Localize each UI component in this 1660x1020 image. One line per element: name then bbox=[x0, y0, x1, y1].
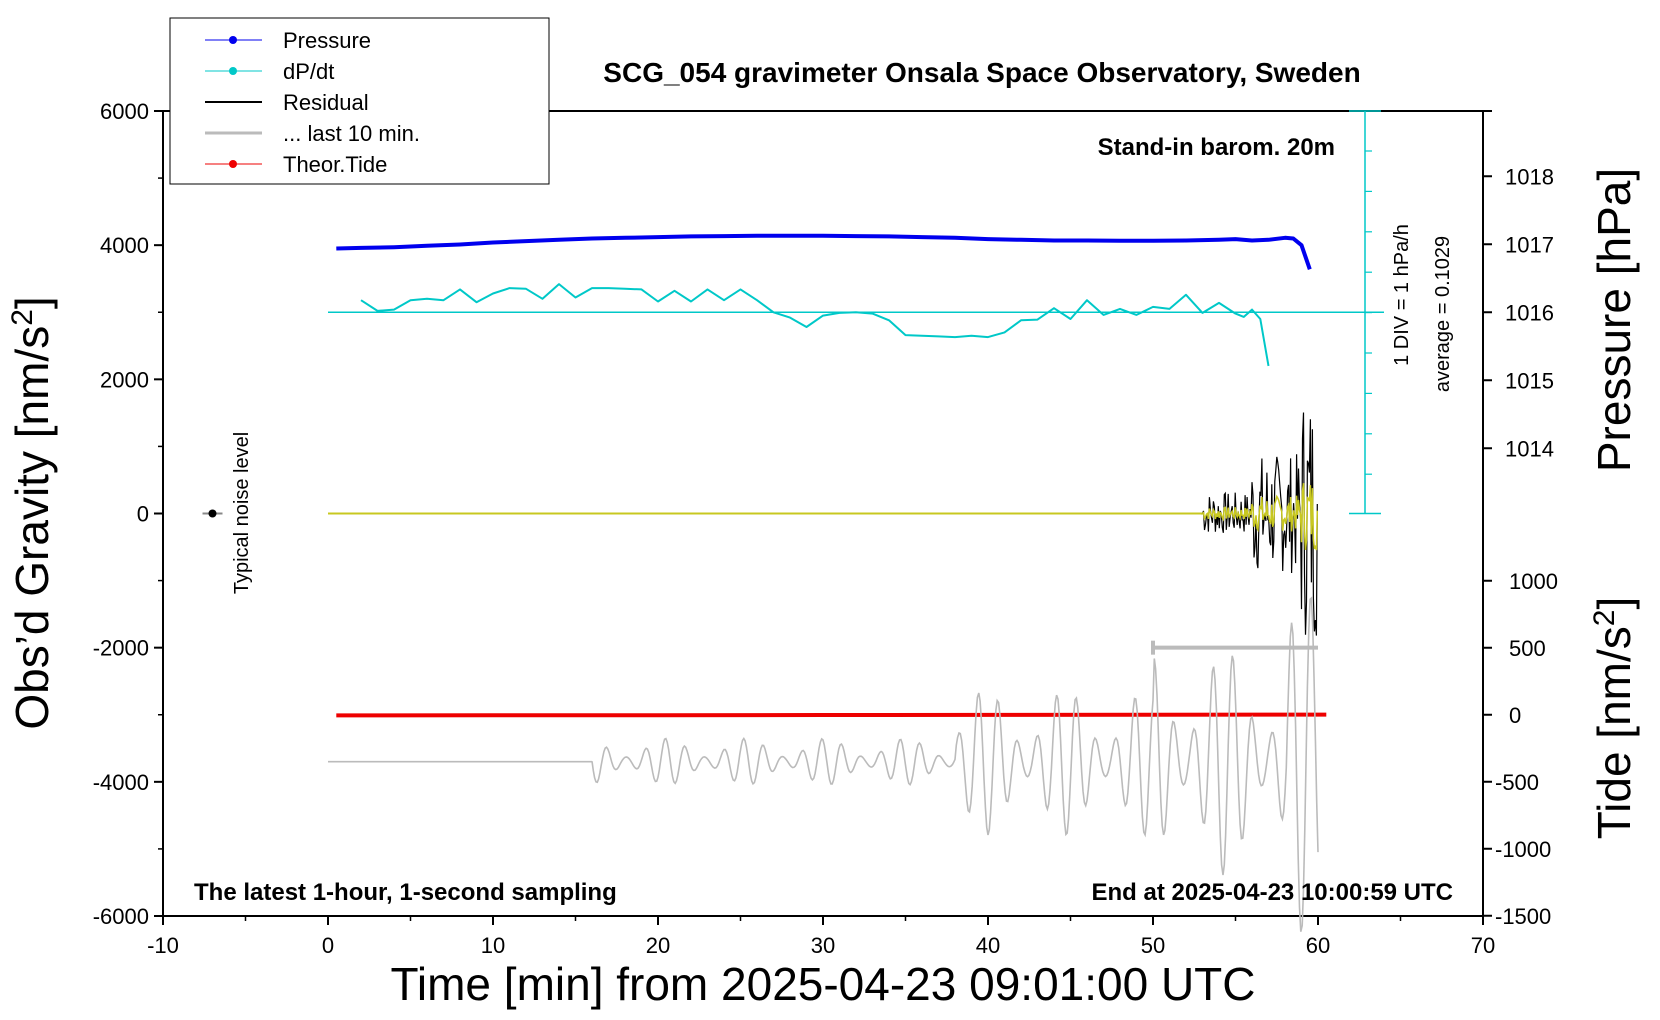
y-tick-label: 6000 bbox=[100, 99, 149, 124]
x-tick-label: 0 bbox=[322, 933, 334, 958]
y-tick-label: -4000 bbox=[93, 770, 149, 795]
legend-marker bbox=[229, 67, 237, 75]
pressure-tick-label: 1017 bbox=[1505, 232, 1554, 257]
x-axis-label: Time [min] from 2025-04-23 09:01:00 UTC bbox=[391, 958, 1256, 1010]
x-axis-ticks: -10 0 10 20 30 40 50 60 70 bbox=[147, 916, 1495, 958]
x-tick-label: -10 bbox=[147, 933, 179, 958]
y-tick-label: -2000 bbox=[93, 636, 149, 661]
pressure-axis-label: Pressure [hPa] bbox=[1588, 168, 1640, 472]
pressure-axis-ticks: 1014 1015 1016 1017 1018 bbox=[1483, 110, 1554, 461]
y-tick-label: -6000 bbox=[93, 904, 149, 929]
y-tick-label: 2000 bbox=[100, 367, 149, 392]
legend-label: Residual bbox=[283, 90, 369, 115]
legend-label: dP/dt bbox=[283, 59, 334, 84]
chart-title: SCG_054 gravimeter Onsala Space Observat… bbox=[603, 57, 1360, 88]
end-at-note: End at 2025-04-23 10:00:59 UTC bbox=[1092, 879, 1454, 906]
legend-marker bbox=[229, 160, 237, 168]
series-last-10-min bbox=[328, 596, 1319, 932]
pressure-tick-label: 1016 bbox=[1505, 300, 1554, 325]
x-tick-label: 10 bbox=[481, 933, 505, 958]
x-tick-label: 60 bbox=[1306, 933, 1330, 958]
tide-tick-label: 0 bbox=[1509, 703, 1521, 728]
tide-tick-label: -1500 bbox=[1495, 904, 1551, 929]
series-residual-noisy bbox=[1201, 412, 1318, 636]
y-axis-label: Obs’d Gravity [nm/s2] bbox=[6, 296, 59, 729]
stand-in-note: Stand-in barom. 20m bbox=[1098, 134, 1335, 161]
pressure-tick-label: 1014 bbox=[1505, 436, 1554, 461]
y-tick-label: 0 bbox=[137, 502, 149, 527]
tide-tick-label: -500 bbox=[1495, 770, 1539, 795]
tide-axis-label: Tide [nm/s2] bbox=[1588, 597, 1641, 840]
y-axis-ticks: -6000 -4000 -2000 0 2000 4000 6000 bbox=[93, 99, 163, 929]
noise-point bbox=[208, 509, 217, 518]
pressure-tick-label: 1015 bbox=[1505, 368, 1554, 393]
series-layer bbox=[202, 233, 1384, 932]
tide-tick-label: 500 bbox=[1509, 636, 1546, 661]
tide-tick-label: -1000 bbox=[1495, 837, 1551, 862]
legend-label: Pressure bbox=[283, 28, 371, 53]
average-note: average = 0.1029 bbox=[1432, 236, 1454, 392]
series-pressure bbox=[336, 233, 1312, 270]
x-tick-label: 70 bbox=[1471, 933, 1495, 958]
x-tick-label: 30 bbox=[811, 933, 835, 958]
x-tick-label: 20 bbox=[646, 933, 670, 958]
tide-axis-ticks: -1500 -1000 -500 0 500 1000 bbox=[1483, 569, 1558, 929]
noise-label: Typical noise level bbox=[231, 432, 253, 594]
legend: Pressure dP/dt Residual ... last 10 min. The… bbox=[169, 17, 550, 185]
series-dp-dt bbox=[360, 283, 1270, 367]
legend-marker bbox=[229, 36, 237, 44]
x-tick-label: 50 bbox=[1141, 933, 1165, 958]
pressure-tick-label: 1018 bbox=[1505, 164, 1554, 189]
y-tick-label: 4000 bbox=[100, 233, 149, 258]
latest-note: The latest 1-hour, 1-second sampling bbox=[194, 879, 617, 906]
div-note: 1 DIV = 1 hPa/h bbox=[1391, 224, 1413, 366]
tide-tick-label: 1000 bbox=[1509, 569, 1558, 594]
x-tick-label: 40 bbox=[976, 933, 1000, 958]
legend-label: Theor.Tide bbox=[283, 152, 387, 177]
legend-label: ... last 10 min. bbox=[283, 121, 420, 146]
series-theor-tide bbox=[336, 712, 1327, 718]
series-residual-smoothed bbox=[1201, 483, 1319, 551]
